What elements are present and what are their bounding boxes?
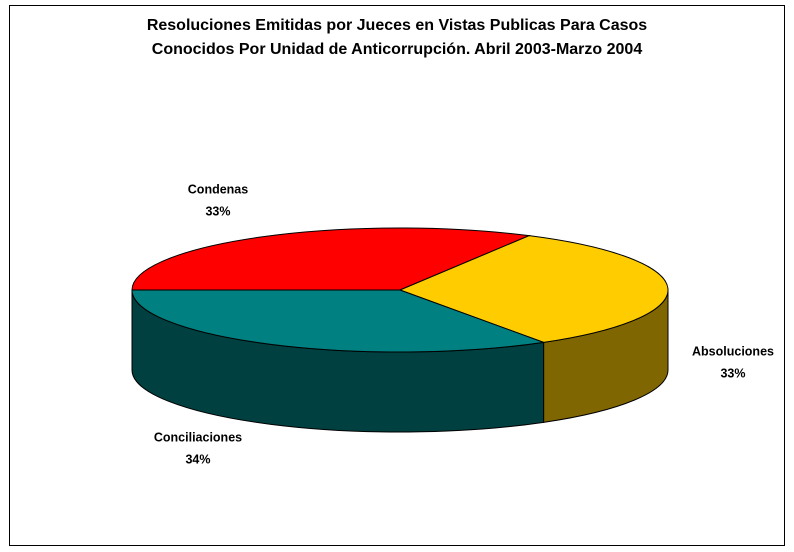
slice-value-label: 33% [205, 204, 230, 218]
slice-label: Absoluciones [692, 344, 774, 358]
slice-value-label: 33% [720, 366, 745, 380]
slice-label: Conciliaciones [154, 430, 242, 444]
slice [131, 289, 544, 353]
chart-title: Resoluciones Emitidas por Jueces en Vist… [146, 17, 648, 58]
slice-label: Condenas [188, 182, 248, 196]
slice [398, 235, 669, 343]
slice [131, 227, 532, 291]
slice-value-label: 34% [185, 452, 210, 466]
